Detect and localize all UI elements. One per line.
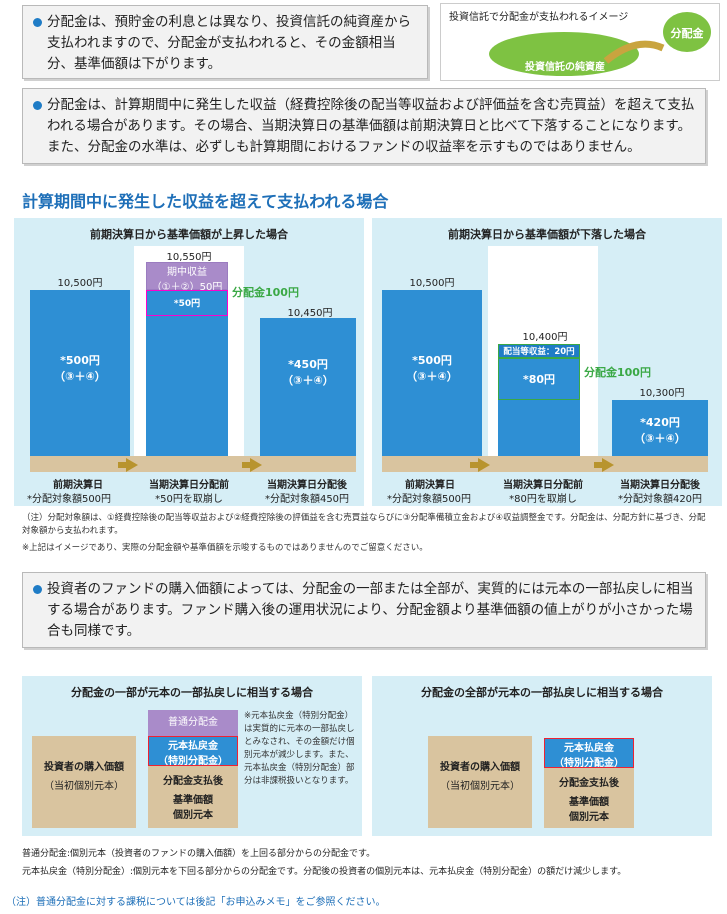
bl-normal: 普通分配金 <box>148 710 238 736</box>
left-bar-1-sub: （③＋④） <box>54 370 106 383</box>
left-v3: 10,450円 <box>287 308 333 319</box>
right-c3: 当期決算日分配後 <box>620 480 700 491</box>
right-c1b: *分配対象額500円 <box>386 494 472 505</box>
br-buy-b: （当初個別元本） <box>440 781 520 792</box>
left-arrow-2 <box>242 458 262 472</box>
note-2: 分配金は、計算期間中に発生した収益（経費控除後の配当等収益および評価益を含む売買… <box>22 88 706 164</box>
bottom-left-panel: 分配金の一部が元本の一部払戻しに相当する場合 投資者の購入価額 （当初個別元本）… <box>22 676 362 836</box>
section-heading: 計算期間中に発生した収益を超えて支払われる場合 <box>22 192 389 211</box>
br-after: 分配金支払後 <box>559 778 619 789</box>
right-sand <box>382 456 708 472</box>
bottom-right-title: 分配金の全部が元本の一部払戻しに相当する場合 <box>421 686 663 699</box>
bl-buy: 投資者の購入価額 <box>44 762 124 773</box>
note-3-text: 投資者のファンドの購入価額によっては、分配金の一部または全部が、実質的には元本の… <box>47 581 694 639</box>
bl-side-note: ※元本払戻金（特別分配金）は実質的に元本の一部払戻しとみなされ、その金額だけ個別… <box>244 711 355 786</box>
left-c1b: *分配対象額500円 <box>26 494 112 505</box>
right-v2: 10,400円 <box>522 332 568 343</box>
right-dist: 分配金100円 <box>584 366 651 379</box>
bl-buy-box: 投資者の購入価額 （当初個別元本） <box>32 736 136 828</box>
right-bar-1: *500円 （③＋④） <box>382 290 482 456</box>
left-dist: 分配金100円 <box>232 286 299 299</box>
left-income-sub: （①＋②）50円 <box>151 282 223 293</box>
right-bar-2 <box>498 400 580 456</box>
right-mid: *80円 <box>498 358 580 400</box>
left-bar-1-value: *500円 <box>60 354 100 367</box>
br-buy-box: 投資者の購入価額 （当初個別元本） <box>428 736 532 828</box>
left-v2: 10,550円 <box>166 252 212 263</box>
left-c2: 当期決算日分配前 <box>149 480 229 491</box>
br-refund-sub: （特別分配金） <box>554 758 624 769</box>
right-v3: 10,300円 <box>639 388 685 399</box>
def-1: 普通分配金:個別元本（投資者のファンドの購入価額）を上回る部分からの分配金です。 <box>22 849 376 859</box>
br-refund-label: 元本払戻金 <box>564 743 614 754</box>
left-bar-3: *450円 （③＋④） <box>260 318 356 456</box>
dist-label: 分配金 <box>670 27 704 40</box>
image-box: 投資信託で分配金が支払われるイメージ 投資信託の純資産 分配金 <box>440 3 720 81</box>
right-c2: 当期決算日分配前 <box>503 480 583 491</box>
br-refund: 元本払戻金 （特別分配金） <box>544 738 634 769</box>
right-panel: 前期決算日から基準価額が下落した場合 10,500円 10,400円 10,30… <box>372 218 722 506</box>
bl-after-b: 基準価額 <box>173 795 213 806</box>
br-after-b: 基準価額 <box>569 797 609 808</box>
bl-refund-sub: （特別分配金） <box>158 756 228 767</box>
left-bar-2 <box>146 316 228 456</box>
left-bar-3-value: *450円 <box>288 358 328 371</box>
note-1-text: 分配金は、預貯金の利息とは異なり、投資信託の純資産から支払われますので、分配金が… <box>47 14 411 72</box>
left-c3b: *分配対象額450円 <box>264 494 350 505</box>
left-v1: 10,500円 <box>57 278 103 289</box>
footnote-1: （注）分配対象額は、①経費控除後の配当等収益および②経費控除後の評価益を含む売買… <box>22 513 706 536</box>
right-arrow-2 <box>594 458 614 472</box>
left-c1: 前期決算日 <box>53 480 103 491</box>
left-mid: *50円 <box>146 290 228 316</box>
footnote-2: ※上記はイメージであり、実際の分配金額や基準価額を示唆するものではありませんので… <box>22 543 428 553</box>
arrow-icon <box>603 40 665 64</box>
left-sand <box>30 456 356 472</box>
right-bar-1-sub: （③＋④） <box>406 370 458 383</box>
right-bar-3: *420円 （③＋④） <box>612 400 708 456</box>
right-bar-3-value: *420円 <box>640 416 680 429</box>
right-c1: 前期決算日 <box>405 480 455 491</box>
right-v1: 10,500円 <box>409 278 455 289</box>
right-bar-1-value: *500円 <box>412 354 452 367</box>
bl-buy-b: （当初個別元本） <box>44 781 124 792</box>
bottom-left-title: 分配金の一部が元本の一部払戻しに相当する場合 <box>71 686 313 699</box>
br-buy: 投資者の購入価額 <box>440 762 520 773</box>
right-arrow-1 <box>470 458 490 472</box>
note-1: 分配金は、預貯金の利息とは異なり、投資信託の純資産から支払われますので、分配金が… <box>22 5 428 79</box>
note-2-text: 分配金は、計算期間中に発生した収益（経費控除後の配当等収益および評価益を含む売買… <box>47 97 695 155</box>
left-arrow-1 <box>118 458 138 472</box>
left-bar-3-sub: （③＋④） <box>282 374 334 387</box>
bl-after-box: 分配金支払後 基準価額 個別元本 <box>148 766 238 828</box>
note-3: 投資者のファンドの購入価額によっては、分配金の一部または全部が、実質的には元本の… <box>22 572 706 648</box>
left-c2b: *50円を取崩し <box>155 494 223 505</box>
final-note: （注）普通分配金に対する課税については後記「お申込みメモ」をご参照ください。 <box>6 897 386 908</box>
def-2: 元本払戻金（特別分配金）:個別元本を下回る部分からの分配金です。分配後の投資者の… <box>22 867 627 877</box>
bl-after: 分配金支払後 <box>163 776 223 787</box>
bullet-icon <box>33 18 42 27</box>
right-panel-title: 前期決算日から基準価額が下落した場合 <box>448 228 646 241</box>
br-after-c: 個別元本 <box>569 812 609 823</box>
left-income: 期中収益 （①＋②）50円 <box>146 262 228 293</box>
left-income-label: 期中収益 <box>167 267 207 278</box>
fund-label: 投資信託の純資産 <box>525 62 605 73</box>
image-box-title: 投資信託で分配金が支払われるイメージ <box>449 12 629 23</box>
bullet-icon <box>33 585 42 594</box>
right-income: 配当等収益：20円 <box>498 344 580 358</box>
right-c3b: *分配対象額420円 <box>617 494 703 505</box>
br-after-box: 分配金支払後 基準価額 個別元本 <box>544 768 634 828</box>
bottom-right-panel: 分配金の全部が元本の一部払戻しに相当する場合 投資者の購入価額 （当初個別元本）… <box>372 676 712 836</box>
bl-refund-label: 元本払戻金 <box>168 741 218 752</box>
bullet-icon <box>33 101 42 110</box>
left-panel-title: 前期決算日から基準価額が上昇した場合 <box>90 228 288 241</box>
right-bar-3-sub: （③＋④） <box>634 432 686 445</box>
left-panel: 前期決算日から基準価額が上昇した場合 10,500円 10,550円 10,45… <box>14 218 364 506</box>
right-c2b: *80円を取崩し <box>509 494 577 505</box>
bl-after-c: 個別元本 <box>173 810 213 821</box>
bl-refund: 元本払戻金 （特別分配金） <box>148 736 238 767</box>
left-c3: 当期決算日分配後 <box>267 480 347 491</box>
dist-circle <box>663 12 711 52</box>
left-bar-1: *500円 （③＋④） <box>30 290 130 456</box>
